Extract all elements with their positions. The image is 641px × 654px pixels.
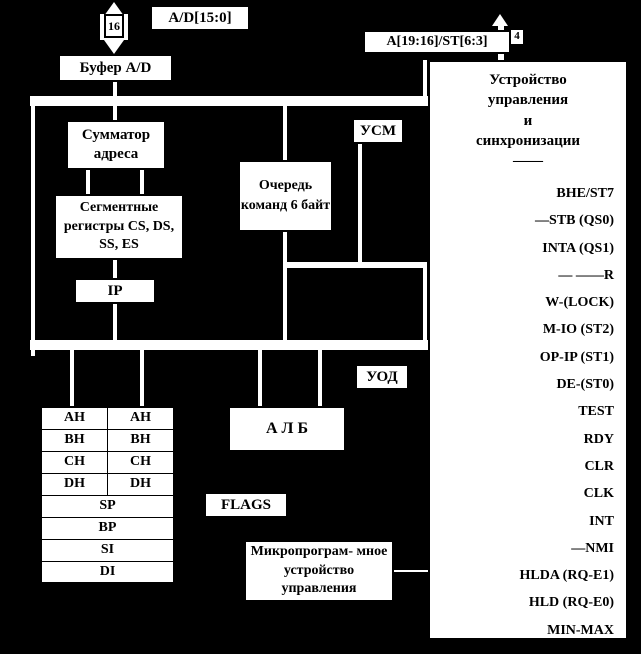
sig-8: TEST bbox=[444, 398, 614, 425]
ctrl-t0: Устройство bbox=[489, 72, 567, 88]
conn-bus2-reg-l bbox=[70, 350, 74, 406]
sig-12: INT bbox=[444, 508, 614, 535]
control-unit-box: Устройство управления и синхронизации ——… bbox=[428, 60, 628, 640]
usm-label: УСМ bbox=[352, 118, 404, 144]
reg-ah-l: AH bbox=[41, 407, 108, 429]
sig-4: W-(LOCK) bbox=[444, 289, 614, 316]
conn-queue-dn bbox=[283, 232, 287, 262]
conn-queue-bus2 bbox=[283, 266, 287, 346]
registers-table: AHAH BHBH CHCH DHDH SP BP SI DI bbox=[40, 406, 175, 584]
flags-box: FLAGS bbox=[204, 492, 288, 518]
control-unit-title: Устройство управления и синхронизации —— bbox=[440, 70, 616, 171]
ctrl-t1: управления bbox=[488, 92, 568, 108]
alu-box: А Л Б bbox=[228, 406, 346, 452]
conn-bus1-ctrl bbox=[423, 60, 427, 106]
sig-16: MIN-MAX bbox=[444, 617, 614, 644]
adbus-label: A/D[15:0] bbox=[150, 5, 250, 31]
reg-ch-r: CH bbox=[108, 451, 175, 473]
conn-bus2-reg-r bbox=[140, 350, 144, 406]
conn-bus1-left bbox=[31, 106, 35, 356]
sig-14: HLDA (RQ-E1) bbox=[444, 562, 614, 589]
reg-si: SI bbox=[41, 539, 174, 561]
conn-bus2-alu-l bbox=[258, 350, 262, 406]
reg-dh-l: DH bbox=[41, 473, 108, 495]
conn-sum-seg-l bbox=[86, 170, 90, 194]
bus-1 bbox=[30, 96, 428, 106]
ip-box: IP bbox=[74, 278, 156, 304]
sig-1: —STB (QS0) bbox=[444, 207, 614, 234]
conn-bus1-queue bbox=[283, 106, 287, 160]
buffer-ad-box: Буфер A/D bbox=[58, 54, 173, 82]
conn-bus2-alu-r bbox=[318, 350, 322, 406]
ctrl-t3: синхронизации bbox=[476, 133, 580, 149]
sig-6: OP-IP (ST1) bbox=[444, 344, 614, 371]
bit16-box: 16 bbox=[104, 14, 124, 38]
sig-7: DE-(ST0) bbox=[444, 371, 614, 398]
sig-9: RDY bbox=[444, 426, 614, 453]
sig-5: M-IO (ST2) bbox=[444, 316, 614, 343]
reg-bh-l: BH bbox=[41, 429, 108, 451]
ctrl-t4: —— bbox=[513, 153, 543, 169]
ucu-box: Микропрограм- мное устройство управления bbox=[244, 540, 394, 602]
reg-ah-r: AH bbox=[108, 407, 175, 429]
adbus-arrow-down bbox=[104, 40, 124, 54]
conn-ucu-ctrl bbox=[394, 570, 428, 572]
mid-h bbox=[283, 262, 427, 268]
reg-di: DI bbox=[41, 561, 174, 583]
conn-bus1-sum bbox=[113, 106, 117, 120]
astbus-label: A[19:16]/ST[6:3] bbox=[363, 30, 511, 54]
seg-regs-box: Сегментные регистры CS, DS, SS, ES bbox=[54, 194, 184, 260]
reg-bh-r: BH bbox=[108, 429, 175, 451]
ctrl-t2: и bbox=[524, 113, 533, 129]
sig-3: — ——R bbox=[444, 262, 614, 289]
bus-2 bbox=[30, 340, 428, 350]
sig-2: INTA (QS1) bbox=[444, 235, 614, 262]
uod-label: УОД bbox=[355, 364, 409, 390]
addr-sum-box: Сумматор адреса bbox=[66, 120, 166, 170]
sig-10: CLR bbox=[444, 453, 614, 480]
conn-seg-ip bbox=[113, 260, 117, 278]
bit4-box: 4 bbox=[509, 28, 525, 46]
sig-0: BHE/ST7 bbox=[444, 180, 614, 207]
reg-ch-l: CH bbox=[41, 451, 108, 473]
reg-dh-r: DH bbox=[108, 473, 175, 495]
conn-sum-seg-r bbox=[140, 170, 144, 194]
queue-box: Очередь команд 6 байт bbox=[238, 160, 333, 232]
conn-right-bus2 bbox=[423, 266, 427, 350]
reg-bp: BP bbox=[41, 517, 174, 539]
reg-sp: SP bbox=[41, 495, 174, 517]
conn-usm-dn bbox=[358, 144, 362, 266]
control-unit-signals: BHE/ST7 —STB (QS0) INTA (QS1) — ——R W-(L… bbox=[444, 180, 614, 644]
sig-11: CLK bbox=[444, 480, 614, 507]
sig-15: HLD (RQ-E0) bbox=[444, 589, 614, 616]
conn-buf-bus1 bbox=[113, 82, 117, 96]
sig-13: —NMI bbox=[444, 535, 614, 562]
conn-ip-bus2 bbox=[113, 304, 117, 340]
